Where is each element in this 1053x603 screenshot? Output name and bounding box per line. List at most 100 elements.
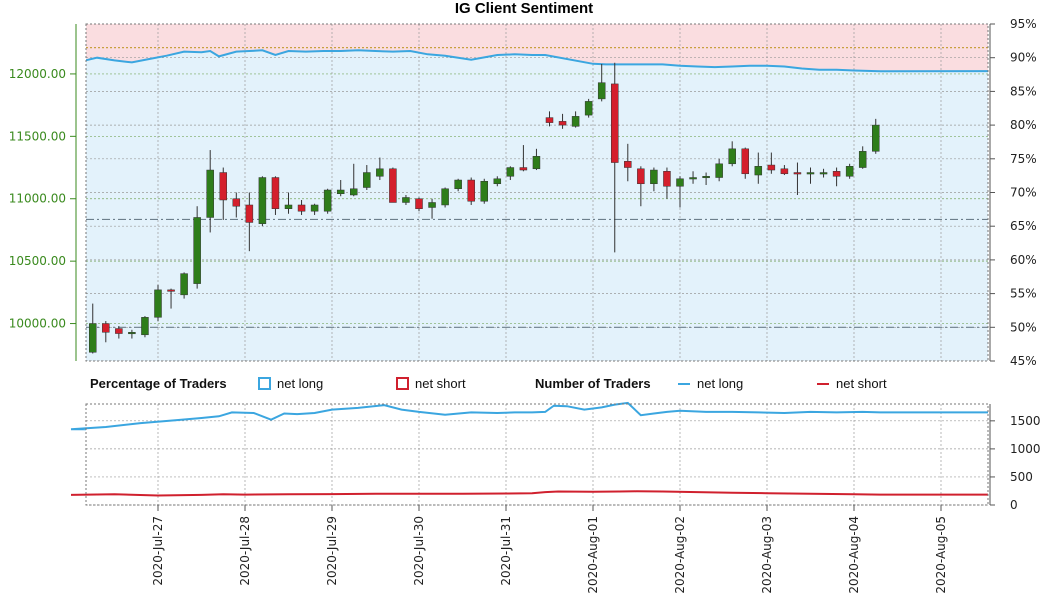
legend-pct-short-swatch (396, 377, 409, 390)
date-tick-label: 2020-Jul-30 (412, 516, 426, 586)
candle-body (780, 168, 789, 175)
candle (415, 197, 423, 212)
date-tick-label: 2020-Aug-02 (673, 516, 687, 594)
candle-body (128, 332, 136, 335)
candle (767, 152, 776, 174)
candle-body (376, 168, 384, 177)
candle-body (415, 198, 423, 209)
price-panel-frame (85, 23, 989, 362)
candle (741, 147, 749, 179)
candle (806, 167, 815, 184)
candle-body (506, 167, 515, 177)
candle (180, 272, 188, 299)
date-tick-label: 2020-Jul-28 (238, 516, 252, 586)
candle-body (428, 202, 436, 208)
candle-body (806, 172, 815, 175)
candle-body (650, 169, 658, 185)
price-tick-label: 11500.00 (9, 129, 66, 143)
legend-percentage-title: Percentage of Traders (90, 376, 227, 391)
date-axis-ticks: 2020-Jul-27 2020-Jul-28 2020-Jul-29 2020-Ju… (151, 505, 948, 594)
candle-body (597, 82, 606, 100)
net-long-traders-line (70, 401, 988, 431)
percent-tick-label: 95% (1010, 17, 1037, 31)
candle-body (819, 172, 828, 175)
candle (832, 167, 841, 187)
candle (402, 194, 410, 205)
candle-body (611, 83, 619, 163)
candle (845, 163, 854, 179)
candle (872, 118, 880, 154)
candle-body (532, 156, 541, 170)
candle-body (754, 166, 763, 176)
legend-number-title: Number of Traders (535, 376, 651, 391)
candle (532, 148, 541, 171)
candle-body (480, 181, 488, 202)
candle (128, 329, 136, 339)
candle-body (832, 171, 841, 177)
candle (689, 171, 697, 184)
price-tick-label: 11000.00 (9, 192, 66, 206)
candle (441, 187, 449, 208)
price-panel: 10000.00 10500.00 11000.00 11500.00 12000.00… (9, 17, 1037, 368)
date-tick-label: 2020-Aug-04 (847, 516, 861, 594)
date-tick-label: 2020-Jul-31 (499, 516, 513, 586)
candle-body (336, 189, 345, 194)
candle (336, 180, 345, 197)
candle (584, 98, 593, 118)
candle (76, 349, 83, 354)
candle (167, 288, 175, 309)
candle (115, 326, 123, 339)
percent-tick-label: 75% (1010, 152, 1037, 166)
candle-body (715, 163, 723, 178)
candle-body (102, 323, 110, 333)
candle (728, 141, 736, 167)
candle (376, 157, 384, 181)
percent-tick-label: 45% (1010, 354, 1037, 368)
candle-body (493, 178, 502, 185)
candle (663, 167, 671, 199)
traders-grid (86, 404, 988, 506)
candle-body (624, 161, 632, 168)
candle (467, 177, 475, 205)
percent-tick-label: 55% (1010, 287, 1037, 301)
candle-body (232, 198, 241, 207)
candle (519, 145, 528, 172)
percent-tick-label: 70% (1010, 186, 1037, 200)
candle-body (115, 328, 123, 334)
candle (389, 167, 397, 203)
date-tick-label: 2020-Aug-01 (586, 516, 600, 594)
candle (676, 176, 684, 208)
candle (650, 167, 658, 192)
traders-tick-label: 0 (1010, 498, 1018, 512)
candle (506, 166, 515, 181)
legend-num-short-label: net short (836, 376, 887, 391)
candle-body (180, 273, 188, 296)
candle (858, 146, 867, 169)
price-axis-ticks: 10000.00 10500.00 11000.00 11500.00 12000.00 (9, 67, 76, 331)
candle-body (141, 317, 149, 336)
candle-body (297, 204, 306, 212)
traders-tick-label: 500 (1010, 470, 1033, 484)
candle (363, 165, 371, 191)
percent-tick-label: 80% (1010, 118, 1037, 132)
legend-pct-long-label: net long (277, 376, 323, 391)
candle-body (245, 204, 254, 223)
date-tick-label: 2020-Jul-29 (325, 516, 339, 586)
percent-tick-label: 65% (1010, 219, 1037, 233)
candle (154, 284, 162, 322)
candle-body (858, 151, 867, 168)
candle (245, 192, 254, 252)
traders-tick-label: 1000 (1010, 442, 1041, 456)
candle (637, 166, 645, 207)
percent-axis-ticks: 45% 50% 55% 60% 65% 70% 75% 80% 85% 90% 95% (990, 17, 1037, 368)
candle-body (89, 323, 97, 353)
candle (89, 303, 97, 354)
reference-lines (86, 46, 988, 328)
price-tick-label: 12000.00 (9, 67, 66, 81)
candle (702, 172, 710, 186)
candle (310, 203, 319, 215)
candle-body (728, 148, 736, 165)
candle-body (76, 351, 83, 353)
candle (793, 162, 802, 195)
candle-body (845, 166, 854, 177)
